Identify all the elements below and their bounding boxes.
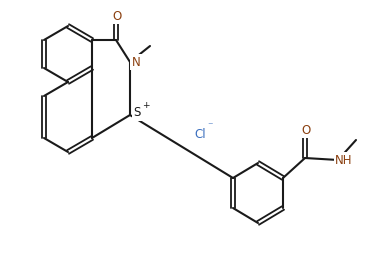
Text: Cl: Cl <box>194 128 206 142</box>
Text: O: O <box>112 9 122 23</box>
Text: O: O <box>112 9 122 23</box>
Text: O: O <box>301 124 311 136</box>
Text: Cl: Cl <box>194 128 206 142</box>
Text: N: N <box>132 55 141 69</box>
Text: NH: NH <box>335 154 353 166</box>
Text: NH: NH <box>335 154 353 166</box>
Text: O: O <box>301 124 311 136</box>
Text: +: + <box>142 100 150 110</box>
Text: S: S <box>133 106 141 120</box>
Text: ⁻: ⁻ <box>207 121 213 131</box>
Text: N: N <box>132 55 141 69</box>
Text: S: S <box>133 106 141 120</box>
